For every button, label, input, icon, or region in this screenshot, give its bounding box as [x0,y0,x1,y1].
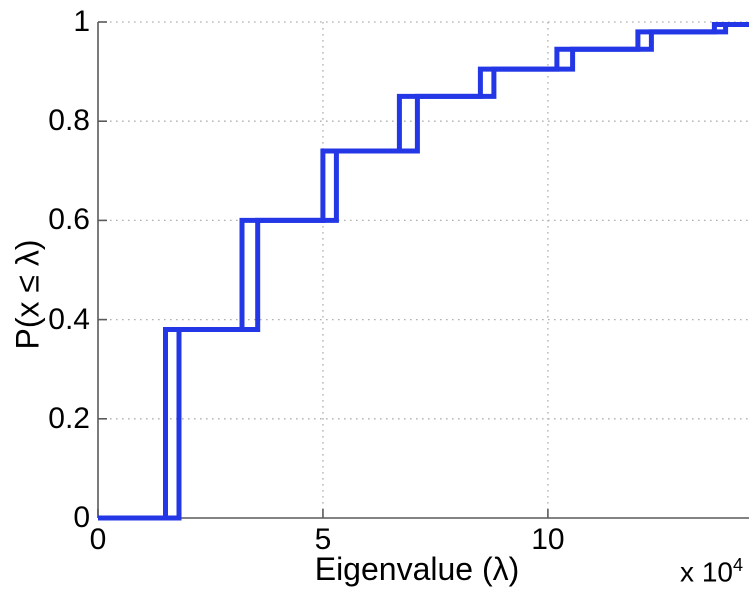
exponent-base: x 10 [680,556,733,588]
y-tick-label: 0 [73,501,90,534]
x-axis-label: Eigenvalue (λ) [314,551,520,587]
curve-2 [98,22,749,521]
x-tick-label: 10 [531,523,565,556]
y-tick-label: 0.8 [48,104,90,138]
exponent-power: 4 [732,555,743,575]
y-tick-label: 1 [73,5,90,38]
x-tick-label: 0 [89,523,107,556]
y-tick-label: 0.4 [48,302,90,336]
y-tick-label: 0.6 [48,203,90,237]
x-axis-exponent-label: x 104 [680,556,743,588]
x-tick-label: 5 [314,523,332,556]
y-tick-label: 0.2 [48,401,90,435]
y-axis-label: P(x ≤ λ) [9,239,46,350]
